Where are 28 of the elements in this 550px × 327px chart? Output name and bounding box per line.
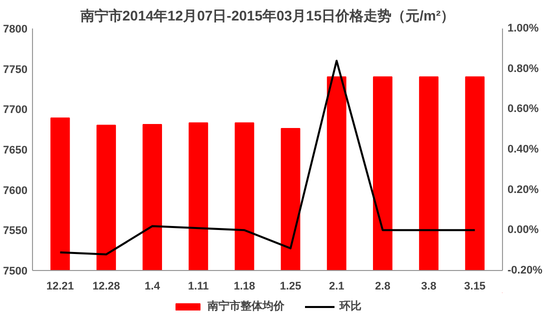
y2-tick-label: 0.00% (508, 224, 539, 236)
x-tick-label: 1.18 (234, 280, 256, 292)
x-tick-label: 1.11 (188, 280, 209, 292)
y2-tick-label: 0.20% (508, 184, 539, 196)
x-tick-label: 2.8 (375, 280, 390, 292)
y2-tick-label: 0.40% (508, 144, 539, 156)
y2-tick-label: 0.80% (508, 62, 539, 75)
y-tick-label: 7600 (3, 184, 28, 197)
x-tick-label: 12.28 (92, 280, 120, 292)
y-tick-label: 7550 (3, 225, 28, 238)
x-tick-label: 3.8 (421, 280, 436, 292)
x-tick-label: 1.4 (144, 280, 161, 292)
y-tick-label: 7650 (3, 144, 28, 156)
line-series (59, 60, 476, 256)
chart-title: 南宁市2014年12月07日-2015年03月15日价格走势（元/m²） (79, 8, 455, 24)
x-tick-label: 3.15 (464, 280, 486, 292)
y2-tick-label: 1.00% (508, 22, 539, 34)
x-tick-label: 12.21 (46, 280, 74, 292)
y-tick-label: 7800 (3, 24, 28, 36)
y2-tick-label: 0.60% (508, 103, 539, 116)
y-tick-label: 7700 (3, 104, 28, 116)
x-tick-label: 2.1 (328, 280, 344, 292)
y-tick-label: 7500 (3, 266, 28, 278)
legend-label: 南宁市整体均价 (208, 299, 284, 314)
y2-tick-label: -0.20% (508, 264, 543, 276)
x-tick-label: 1.25 (280, 280, 302, 292)
y-tick-label: 7750 (3, 64, 28, 76)
legend-label: 环比 (340, 299, 362, 314)
